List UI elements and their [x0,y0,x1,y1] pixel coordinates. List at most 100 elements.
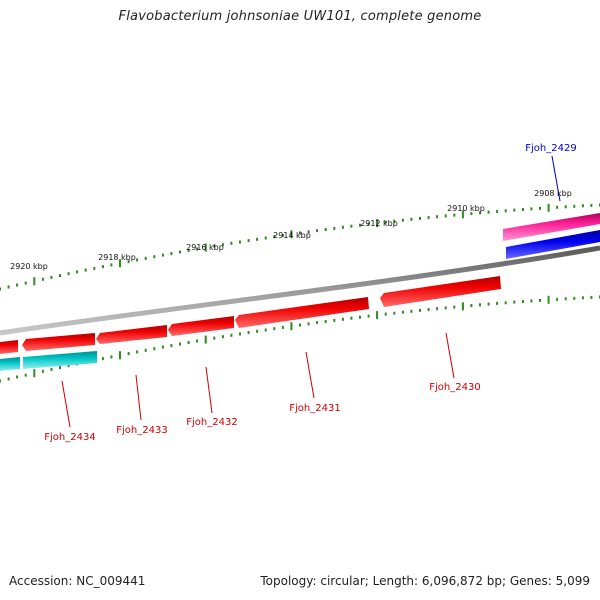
scale-minor-tick [256,329,259,333]
scale-label: 2918 kbp [98,253,136,262]
scale-minor-tick [239,332,241,336]
scale-minor-tick [539,206,541,210]
scale-minor-tick [496,209,499,213]
scale-minor-tick [187,341,190,344]
scale-minor-tick [453,213,456,217]
scale-minor-tick [479,303,481,307]
scale-minor-tick [401,310,404,314]
accession-label: Accession: NC_009441 [9,574,146,588]
gene-fjoh-2429-forward[interactable] [503,213,600,241]
gene-fjoh-2431[interactable] [235,297,369,328]
scale-minor-tick [333,318,336,322]
scale-minor-tick [299,231,301,235]
scale-minor-tick [281,233,284,237]
scale-minor-tick [136,258,139,262]
scale-minor-tick [170,252,173,256]
scale-minor-tick [281,325,284,329]
gene-label-fjoh-2433[interactable]: Fjoh_2433 [116,425,167,436]
scale-major-tick [204,243,207,252]
scale-minor-tick [153,347,156,351]
scale-minor-tick [419,308,421,312]
gene-fjoh-2434[interactable] [22,333,95,351]
scale-minor-tick [393,219,396,223]
gene-label-fjoh-2432[interactable]: Fjoh_2432 [186,417,237,428]
scale-minor-tick [0,379,1,383]
scale-minor-tick [161,345,164,349]
scale-minor-tick [367,314,370,318]
scale-minor-tick [127,260,130,264]
gene-label-fjoh-2430[interactable]: Fjoh_2430 [429,382,480,393]
scale-minor-tick [496,301,499,305]
scale-minor-tick [487,302,490,306]
scale-minor-tick [410,217,413,221]
scale-minor-tick [564,297,567,301]
scale-minor-tick [333,226,336,230]
scale-minor-tick [247,331,250,335]
scale-minor-tick [144,256,147,260]
gene-fjoh-2432[interactable] [168,316,234,336]
scale-minor-tick [539,298,541,302]
scale-minor-tick [67,272,70,276]
gene-fjoh-2433[interactable] [96,325,167,344]
gene-label-fjoh-2431[interactable]: Fjoh_2431 [289,403,340,414]
scale-minor-tick [144,348,147,352]
scale-minor-tick [41,277,44,281]
scale-minor-tick [393,311,396,315]
scale-minor-tick [230,241,233,245]
scale-minor-tick [230,333,233,337]
scale-minor-tick [101,265,104,269]
scale-minor-tick [401,218,404,222]
map-title: Flavobacterium johnsoniae UW101, complet… [118,9,482,24]
scale-label: 2916 kbp [186,243,224,252]
gene-partial-forward[interactable] [0,340,18,354]
scale-major-tick [376,311,379,320]
scale-minor-tick [444,214,447,218]
scale-minor-tick [59,274,61,278]
scale-minor-tick [50,275,53,279]
gene-reverse-partial[interactable] [0,357,20,371]
scale-minor-tick [247,239,250,243]
scale-minor-tick [556,205,559,209]
scale-minor-tick [487,210,490,214]
gene-label-fjoh-2429[interactable]: Fjoh_2429 [525,143,576,154]
scale-minor-tick [316,321,319,325]
scale-minor-tick [316,229,319,233]
scale-minor-tick [410,309,413,313]
scale-minor-tick [256,237,259,241]
gene-label-fjoh-2434[interactable]: Fjoh_2434 [44,432,95,443]
outer-scale-ring [0,203,600,291]
gene-fjoh-2430[interactable] [380,276,501,307]
scale-major-tick [33,277,36,286]
scale-minor-tick [16,283,19,287]
scale-minor-tick [187,249,190,252]
gene-fjoh-2429-reverse[interactable] [506,230,600,259]
scale-minor-tick [530,299,533,303]
scale-minor-tick [84,268,87,272]
scale-minor-tick [93,266,96,270]
scale-minor-tick [324,320,327,323]
gene-reverse-1[interactable] [23,351,97,369]
scale-minor-tick [359,315,361,319]
scale-minor-tick [470,212,473,216]
scale-minor-tick [590,295,593,299]
leader-line-2434 [61,380,71,428]
scale-minor-tick [24,373,27,377]
scale-label: 2910 kbp [447,204,485,213]
scale-minor-tick [16,375,19,379]
scale-minor-tick [67,364,70,368]
scale-minor-tick [221,243,224,247]
scale-minor-tick [436,307,439,311]
scale-minor-tick [384,220,387,224]
scale-minor-tick [76,270,79,274]
leader-line-2430 [445,332,455,379]
scale-minor-tick [196,339,199,343]
leader-line-2429 [551,155,561,202]
scale-major-tick [33,369,36,378]
genome-backbone [0,245,600,336]
scale-minor-tick [350,316,353,320]
scale-minor-tick [24,281,27,285]
scale-minor-tick [7,377,10,381]
scale-minor-tick [307,230,310,234]
scale-minor-tick [196,247,199,251]
